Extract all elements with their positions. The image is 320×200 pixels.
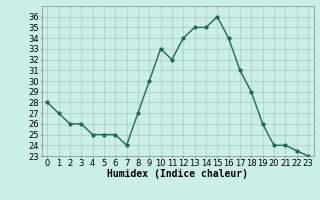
X-axis label: Humidex (Indice chaleur): Humidex (Indice chaleur): [107, 169, 248, 179]
